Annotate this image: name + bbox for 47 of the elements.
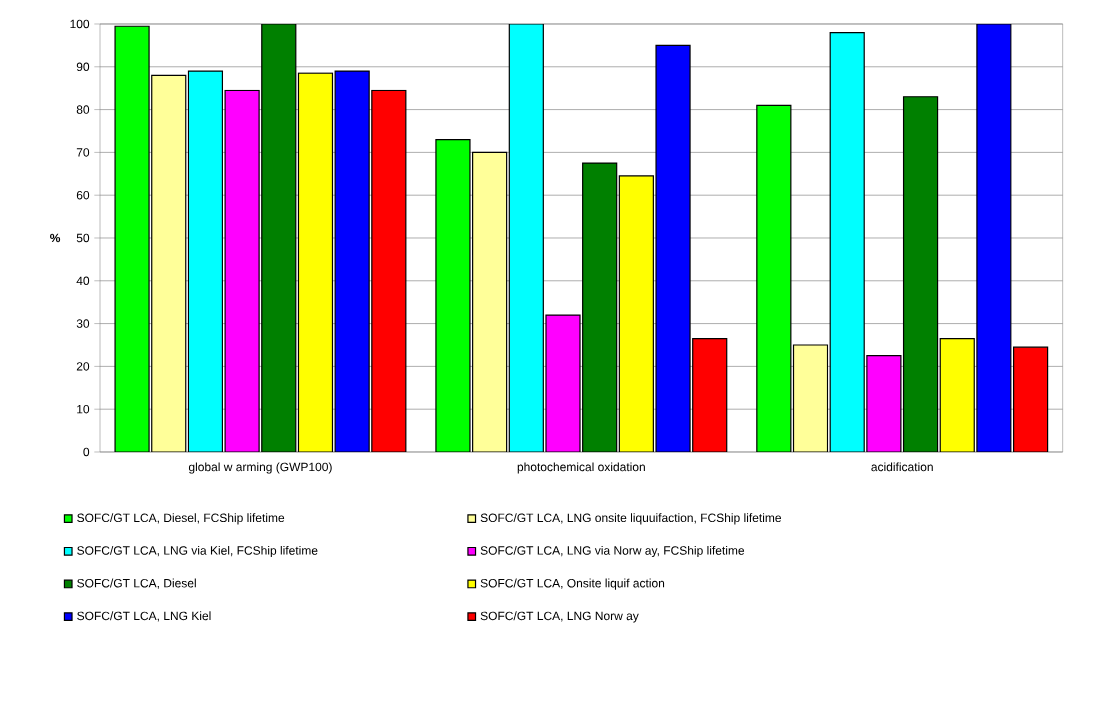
y-tick-label: 70 <box>76 148 90 157</box>
y-tick-label: 0 <box>83 447 90 457</box>
y-tick-label: 80 <box>76 105 90 114</box>
bar <box>261 23 297 452</box>
y-tick-label: 50 <box>76 233 90 243</box>
bar <box>187 70 224 452</box>
y-axis-title: % <box>50 233 61 243</box>
bar <box>334 70 370 452</box>
bar <box>435 139 470 452</box>
legend-label: SOFC/GT LCA, LNG onsite liquuifaction, FCShip lifetime <box>480 513 782 525</box>
bar <box>1013 346 1049 452</box>
y-tick-label: 60 <box>76 190 90 200</box>
legend-label: SOFC/GT LCA, Diesel <box>77 578 196 589</box>
y-tick-label: 30 <box>76 319 90 328</box>
bar <box>939 337 975 452</box>
bar <box>545 315 580 452</box>
legend-label: SOFC/GT LCA, LNG Norw ay <box>480 611 639 623</box>
bar <box>619 175 654 452</box>
x-tick-label: global w arming (GWP100) <box>188 462 332 474</box>
bar <box>656 45 691 452</box>
legend-label: SOFC/GT LCA, Onsite liquif action <box>480 578 665 590</box>
bar <box>792 344 829 452</box>
legend-label: SOFC/GT LCA, LNG via Kiel, FCShip lifetime <box>77 545 318 558</box>
bar <box>371 89 407 452</box>
y-tick-label: 10 <box>77 404 90 414</box>
x-tick-label: acidification <box>871 462 933 472</box>
y-tick-label: 90 <box>76 62 90 72</box>
bar <box>976 23 1012 452</box>
bar <box>472 152 507 452</box>
bar <box>582 163 617 452</box>
legend-label: SOFC/GT LCA, LNG via Norw ay, FCShip lifetime <box>480 545 745 558</box>
bar <box>224 89 260 452</box>
bar <box>902 96 939 452</box>
bar <box>829 31 865 452</box>
bar <box>151 74 187 452</box>
bar <box>114 25 150 452</box>
x-tick-label: photochemical oxidation <box>517 462 645 474</box>
bar <box>509 23 544 452</box>
y-tick-label: 40 <box>76 276 90 286</box>
y-tick-label: 100 <box>70 19 90 29</box>
bar <box>692 338 727 452</box>
bar <box>866 355 902 452</box>
legend-label: SOFC/GT LCA, Diesel, FCShip lifetime <box>77 513 285 525</box>
bar <box>756 104 792 452</box>
bar <box>297 72 334 452</box>
y-tick-label: 20 <box>76 362 90 371</box>
legend-label: SOFC/GT LCA, LNG Kiel <box>77 611 211 622</box>
